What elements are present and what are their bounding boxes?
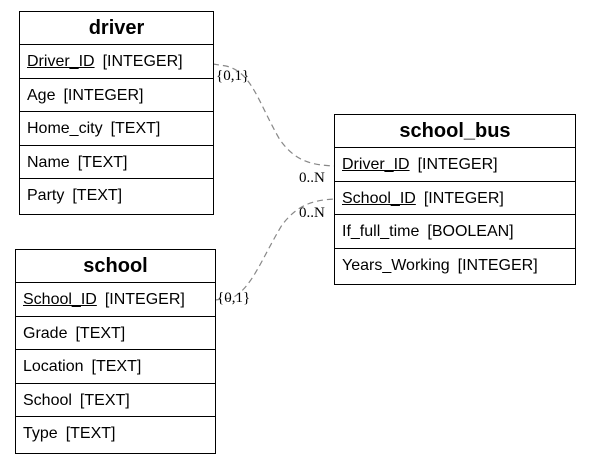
attribute-row[interactable]: Type [TEXT] (16, 417, 215, 451)
attribute-name: Type (23, 425, 58, 442)
attribute-type: [TEXT] (77, 153, 128, 171)
attribute-type: [INTEGER] (63, 86, 144, 104)
attribute-type: [TEXT] (75, 324, 126, 342)
attribute-type: [TEXT] (79, 391, 130, 409)
attribute-type: [INTEGER] (423, 189, 504, 207)
cardinality-school-one: {0,1} (217, 290, 250, 306)
attribute-row[interactable]: Driver_ID [INTEGER] (335, 148, 575, 182)
attribute-name: If_full_time (342, 223, 420, 240)
attribute-name: Driver_ID (27, 53, 95, 70)
attribute-type: [TEXT] (91, 358, 142, 375)
attribute-type: [INTEGER] (457, 256, 538, 274)
attribute-name: Name (27, 153, 70, 171)
attribute-row[interactable]: Location [TEXT] (16, 350, 215, 384)
attribute-type: [TEXT] (65, 425, 116, 442)
cardinality-school-bus-driver-many: 0..N (299, 170, 325, 186)
cardinality-driver-one: {0,1} (216, 68, 249, 84)
attribute-name: Location (23, 358, 84, 375)
attribute-row[interactable]: Name [TEXT] (20, 146, 213, 179)
attribute-type: [TEXT] (72, 187, 123, 204)
attribute-name: Grade (23, 324, 68, 342)
attribute-type: [INTEGER] (417, 156, 498, 173)
attribute-row[interactable]: Age [INTEGER] (20, 79, 213, 112)
entity-title: school (16, 250, 215, 283)
attribute-type: [INTEGER] (102, 53, 183, 70)
entity-school-bus[interactable]: school_bus Driver_ID [INTEGER] School_ID[… (334, 114, 576, 285)
attribute-name: Years_Working (342, 256, 450, 274)
attribute-type: [INTEGER] (104, 291, 185, 308)
connector-driver-to-school-bus (212, 63, 336, 167)
attribute-row[interactable]: School [TEXT] (16, 384, 215, 417)
attribute-name: Party (27, 187, 65, 204)
attribute-row[interactable]: Home_city [TEXT] (20, 112, 213, 146)
attribute-name: Age (27, 86, 56, 104)
attribute-type: [BOOLEAN] (427, 223, 514, 240)
attribute-name: School_ID (23, 291, 97, 308)
attribute-row[interactable]: School_ID [INTEGER] (16, 283, 215, 317)
entity-driver[interactable]: driver Driver_ID [INTEGER] Age [INTEGER] H… (19, 11, 214, 215)
attribute-row[interactable]: Driver_ID [INTEGER] (20, 45, 213, 79)
attribute-name: School (23, 391, 72, 409)
attribute-row[interactable]: School_ID [INTEGER] (335, 182, 575, 215)
attribute-row[interactable]: Party [TEXT] (20, 179, 213, 213)
attribute-row[interactable]: Years_Working [INTEGER] (335, 249, 575, 283)
attribute-row[interactable]: If_full_time [BOOLEAN] (335, 215, 575, 249)
attribute-name: School_ID (342, 189, 416, 207)
entity-school[interactable]: school School_ID [INTEGER] Grade [TEXT] Lo… (15, 249, 216, 454)
entity-title: school_bus (335, 115, 575, 148)
entity-title: driver (20, 12, 213, 45)
attribute-name: Driver_ID (342, 156, 410, 173)
attribute-row[interactable]: Grade [TEXT] (16, 317, 215, 350)
connector-school-to-school-bus (214, 198, 336, 301)
attribute-type: [TEXT] (110, 120, 161, 137)
attribute-name: Home_city (27, 120, 103, 137)
cardinality-school-bus-school-many: 0..N (299, 205, 325, 221)
